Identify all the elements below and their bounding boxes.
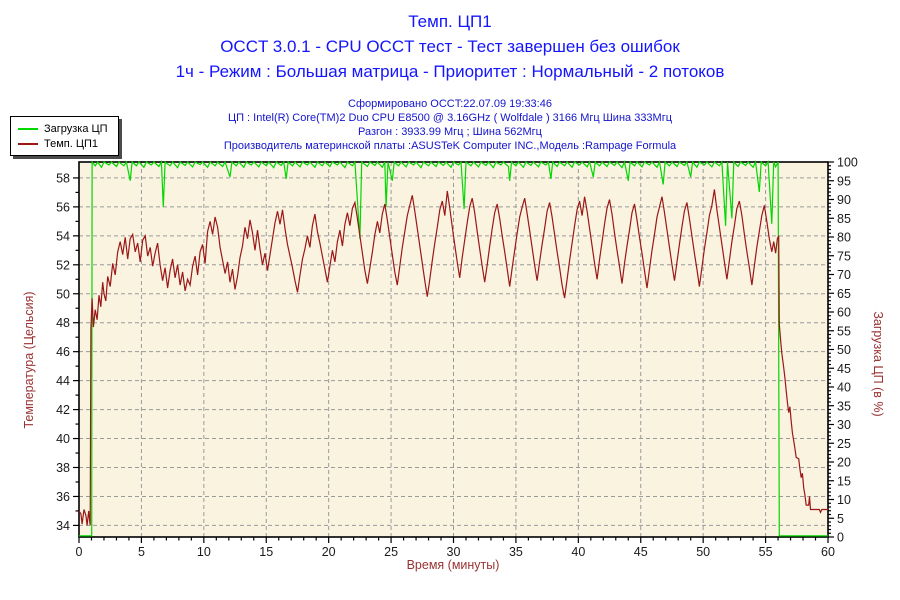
svg-text:42: 42 xyxy=(56,403,70,417)
axes-and-ticks: 0 5 10 15 20 25 30 35 40 45 50 55 603436384042444648… xyxy=(56,156,858,560)
temp-series-line xyxy=(78,189,828,526)
svg-text:58: 58 xyxy=(56,171,70,185)
svg-text:52: 52 xyxy=(56,258,70,272)
plot-background xyxy=(79,162,828,537)
svg-text:56: 56 xyxy=(56,200,70,214)
load-series-swatch xyxy=(18,127,38,130)
svg-text:25: 25 xyxy=(384,545,398,559)
svg-text:46: 46 xyxy=(56,345,70,359)
svg-text:34: 34 xyxy=(56,519,70,533)
svg-text:0: 0 xyxy=(837,531,844,545)
svg-text:5: 5 xyxy=(837,512,844,526)
svg-text:15: 15 xyxy=(259,545,273,559)
svg-text:50: 50 xyxy=(696,545,710,559)
chart-header: Темп. ЦП1 OCCT 3.0.1 - CPU OCCT тест - Т… xyxy=(0,9,900,84)
svg-text:90: 90 xyxy=(837,193,851,207)
svg-text:45: 45 xyxy=(634,545,648,559)
svg-text:80: 80 xyxy=(837,231,851,245)
legend-label-temp: Темп. ЦП1 xyxy=(44,137,99,150)
svg-text:55: 55 xyxy=(837,324,851,338)
svg-text:50: 50 xyxy=(837,343,851,357)
page-title: Темп. ЦП1 xyxy=(408,12,492,31)
motherboard-info: Производитель материнской платы :ASUSTeK… xyxy=(223,140,677,152)
svg-text:30: 30 xyxy=(837,418,851,432)
svg-text:35: 35 xyxy=(509,545,523,559)
overclock-info: Разгон : 3933.99 Мгц ; Шина 562Мгц xyxy=(358,126,542,138)
svg-text:55: 55 xyxy=(759,545,773,559)
svg-text:0: 0 xyxy=(76,545,83,559)
legend-item-load: Загрузка ЦП xyxy=(18,121,108,136)
svg-text:75: 75 xyxy=(837,249,851,263)
svg-text:54: 54 xyxy=(56,229,70,243)
chart-legend: Загрузка ЦП Темп. ЦП1 xyxy=(10,116,119,156)
svg-text:38: 38 xyxy=(56,461,70,475)
svg-text:25: 25 xyxy=(837,437,851,451)
left-axis-title: Температура (Цельсия) xyxy=(22,291,36,428)
svg-text:20: 20 xyxy=(837,456,851,470)
svg-text:45: 45 xyxy=(837,362,851,376)
svg-text:95: 95 xyxy=(837,174,851,188)
right-axis-title: Загрузка ЦП (в %) xyxy=(871,311,885,416)
svg-text:100: 100 xyxy=(837,156,858,170)
svg-text:50: 50 xyxy=(56,287,70,301)
cpu-info: ЦП : Intel(R) Core(TM)2 Duo CPU E8500 @ … xyxy=(227,112,673,124)
generated-timestamp: Сформировано OCCT:22.07.09 19:33:46 xyxy=(348,98,552,110)
legend-item-temp: Темп. ЦП1 xyxy=(18,136,108,151)
system-info: Сформировано OCCT:22.07.09 19:33:46 ЦП :… xyxy=(0,97,900,153)
temp-series-swatch xyxy=(18,142,38,145)
svg-text:30: 30 xyxy=(447,545,461,559)
svg-text:44: 44 xyxy=(56,374,70,388)
svg-text:40: 40 xyxy=(837,381,851,395)
svg-text:48: 48 xyxy=(56,316,70,330)
test-mode-subtitle: 1ч - Режим : Большая матрица - Приоритет… xyxy=(175,62,725,81)
svg-text:40: 40 xyxy=(571,545,585,559)
svg-text:20: 20 xyxy=(322,545,336,559)
svg-text:15: 15 xyxy=(837,474,851,488)
test-result-subtitle: OCCT 3.0.1 - CPU OCCT тест - Тест заверш… xyxy=(220,37,680,56)
load-series-line xyxy=(79,159,828,537)
svg-text:40: 40 xyxy=(56,432,70,446)
svg-text:60: 60 xyxy=(837,306,851,320)
svg-text:36: 36 xyxy=(56,490,70,504)
x-axis-title: Время (минуты) xyxy=(407,558,500,572)
svg-text:5: 5 xyxy=(138,545,145,559)
svg-text:70: 70 xyxy=(837,268,851,282)
svg-text:10: 10 xyxy=(837,493,851,507)
legend-label-load: Загрузка ЦП xyxy=(44,122,108,135)
svg-text:60: 60 xyxy=(821,545,835,559)
svg-text:10: 10 xyxy=(197,545,211,559)
svg-text:35: 35 xyxy=(837,399,851,413)
svg-text:85: 85 xyxy=(837,212,851,226)
svg-text:65: 65 xyxy=(837,287,851,301)
series-lines xyxy=(78,159,828,537)
